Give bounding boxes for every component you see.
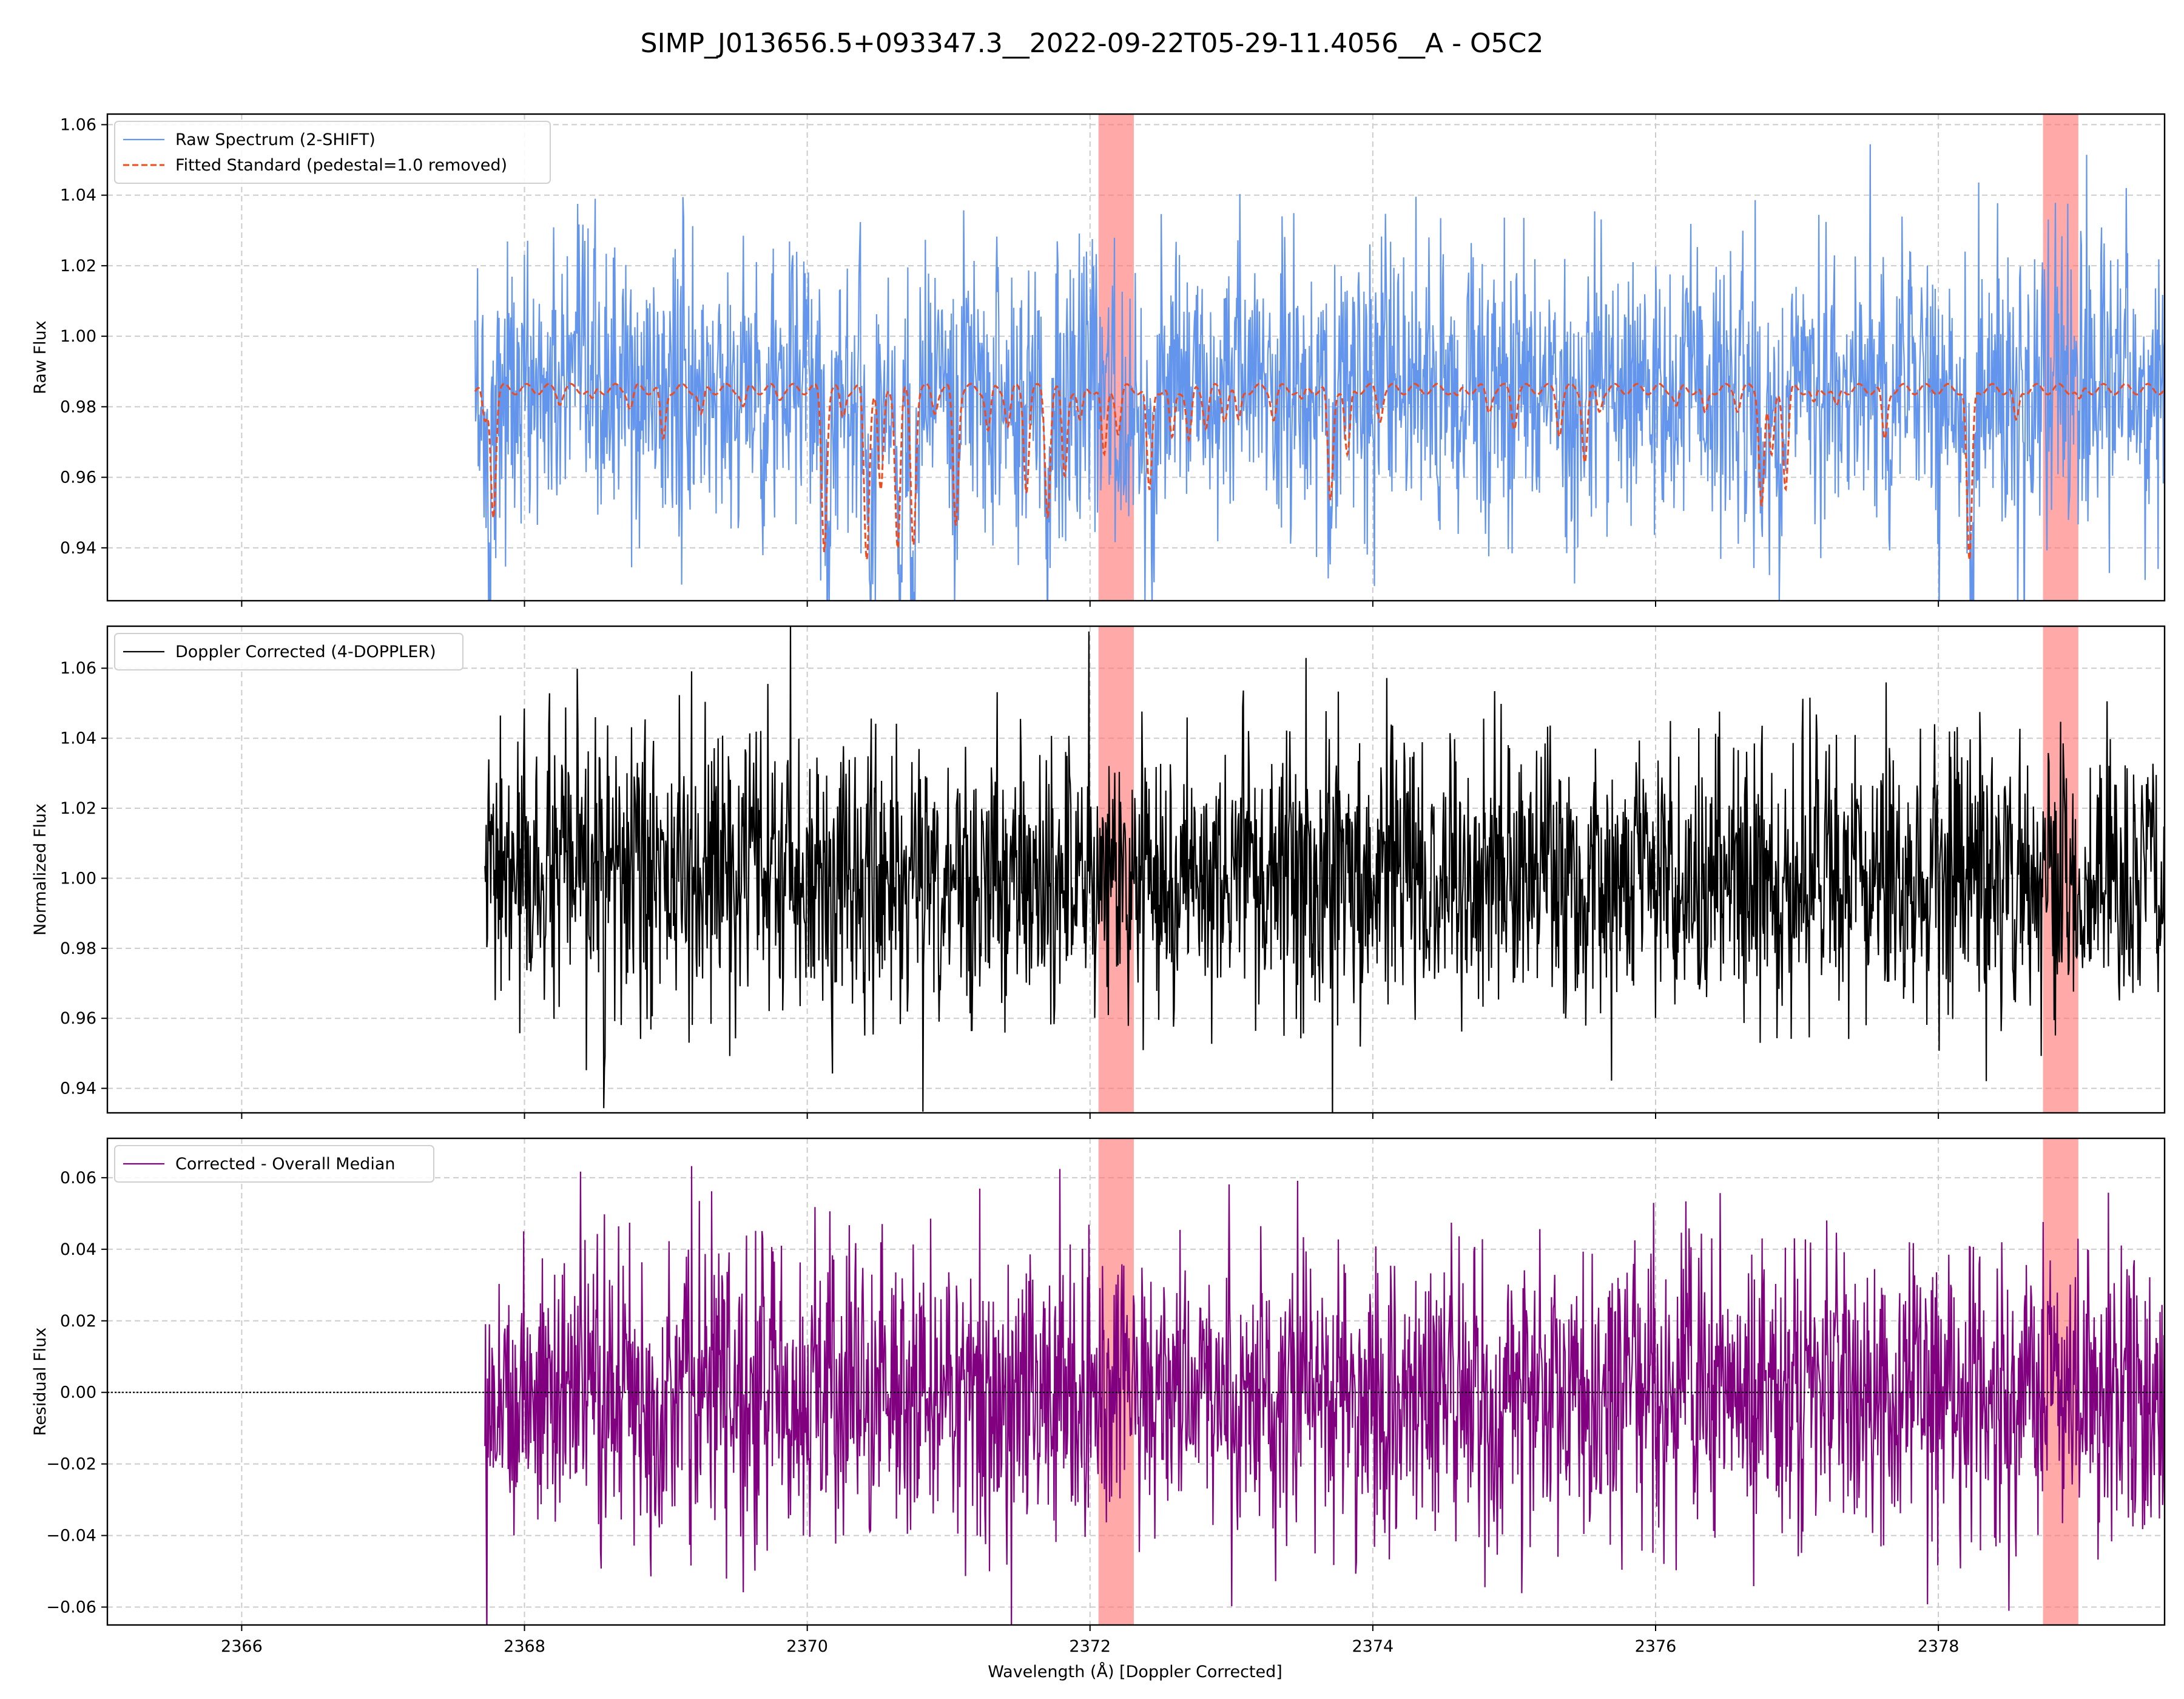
y-tick-label: 1.04 bbox=[60, 729, 96, 748]
x-axis-label: Wavelength (Å) [Doppler Corrected] bbox=[988, 1662, 1282, 1681]
y-tick-label: 0.94 bbox=[60, 539, 96, 558]
x-tick-label: 2370 bbox=[786, 1637, 828, 1656]
y-tick-label: −0.06 bbox=[46, 1598, 96, 1617]
y-tick-label: 1.02 bbox=[60, 257, 96, 275]
y-tick-label: 1.02 bbox=[60, 799, 96, 818]
x-tick-label: 2376 bbox=[1635, 1637, 1677, 1656]
legend-entry: Corrected - Overall Median bbox=[175, 1155, 395, 1174]
series-line-corrected-overall-median bbox=[484, 1166, 2165, 1625]
y-tick-label: 1.04 bbox=[60, 186, 96, 205]
series-line-doppler-corrected-4-doppler bbox=[484, 626, 2165, 1113]
series-line-fitted-standard-pedestal-1-0-removed bbox=[474, 383, 2165, 563]
axes-frame bbox=[106, 113, 2166, 602]
y-tick-label: 0.00 bbox=[60, 1383, 96, 1402]
y-tick-label: 1.00 bbox=[60, 327, 96, 346]
figure-title: SIMP_J013656.5+093347.3__2022-09-22T05-2… bbox=[640, 28, 1544, 59]
y-axis-label: Normalized Flux bbox=[31, 803, 50, 936]
x-tick-label: 2374 bbox=[1352, 1637, 1394, 1656]
y-tick-label: 1.06 bbox=[60, 115, 96, 134]
y-tick-label: −0.04 bbox=[46, 1527, 96, 1545]
axes-frame bbox=[106, 1137, 2166, 1626]
raw-flux-panel: 0.94 0.96 0.98 1.00 1.02 1.04 1.06 Raw Flux Raw … bbox=[31, 113, 2166, 607]
x-tick-label: 2372 bbox=[1069, 1637, 1111, 1656]
y-tick-label: 0.94 bbox=[60, 1079, 96, 1098]
y-tick-label: 0.98 bbox=[60, 397, 96, 416]
legend bbox=[114, 121, 551, 184]
y-tick-label: 1.06 bbox=[60, 659, 96, 678]
x-tick-label: 2378 bbox=[1918, 1637, 1960, 1656]
x-tick-label: 2368 bbox=[504, 1637, 545, 1656]
legend bbox=[114, 633, 463, 670]
legend-entry: Raw Spectrum (2-SHIFT) bbox=[175, 130, 376, 149]
legend-entry: Doppler Corrected (4-DOPPLER) bbox=[175, 643, 436, 661]
legend bbox=[114, 1145, 434, 1183]
doppler-corrected-panel: 0.94 0.96 0.98 1.00 1.02 1.04 1.06 Normalized F… bbox=[31, 625, 2166, 1119]
y-axis-label: Raw Flux bbox=[31, 320, 50, 394]
y-tick-label: −0.02 bbox=[46, 1455, 96, 1474]
x-tick-label: 2366 bbox=[221, 1637, 263, 1656]
axes-frame bbox=[106, 625, 2166, 1114]
y-tick-label: 1.00 bbox=[60, 869, 96, 888]
y-tick-label: 0.96 bbox=[60, 1009, 96, 1028]
series-line-raw-spectrum-2-shift bbox=[474, 144, 2165, 601]
legend-entry: Fitted Standard (pedestal=1.0 removed) bbox=[175, 156, 507, 175]
residual-flux-panel: 2366 2368 2370 2372 2374 2376 2378 −0.06 −0.04 −0… bbox=[31, 1137, 2166, 1656]
masked-region bbox=[1098, 114, 1134, 601]
y-tick-label: 0.96 bbox=[60, 468, 96, 487]
y-tick-label: 0.06 bbox=[60, 1169, 96, 1187]
y-axis-label: Residual Flux bbox=[31, 1328, 50, 1436]
y-tick-label: 0.04 bbox=[60, 1240, 96, 1259]
y-tick-label: 0.98 bbox=[60, 939, 96, 958]
y-tick-label: 0.02 bbox=[60, 1312, 96, 1331]
